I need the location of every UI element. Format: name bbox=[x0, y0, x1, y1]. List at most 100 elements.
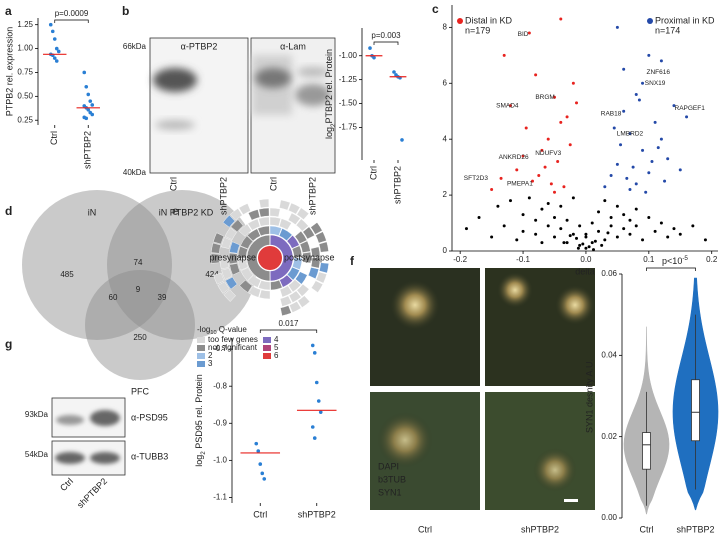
point bbox=[578, 243, 582, 247]
legend-swatch bbox=[263, 337, 271, 343]
point bbox=[672, 227, 676, 231]
point bbox=[258, 462, 263, 466]
legend-label: Distal in KD bbox=[465, 15, 513, 25]
gene-label: RAB18 bbox=[601, 111, 622, 118]
point bbox=[372, 55, 376, 60]
sunburst-segment bbox=[270, 279, 283, 291]
point bbox=[56, 49, 61, 54]
marker-label: 93kDa bbox=[25, 410, 49, 419]
point bbox=[653, 229, 657, 233]
point bbox=[530, 179, 534, 183]
sunburst-segment bbox=[288, 279, 302, 293]
p-value: p<10-5 bbox=[662, 255, 688, 266]
x-axis-label: delta bbox=[575, 266, 595, 276]
point bbox=[578, 224, 582, 228]
p-value: 0.017 bbox=[278, 319, 299, 328]
point bbox=[609, 224, 613, 228]
point bbox=[559, 120, 563, 124]
point bbox=[496, 204, 500, 208]
point bbox=[622, 109, 626, 113]
sunburst-segment bbox=[257, 225, 270, 237]
sunburst-segment bbox=[280, 305, 292, 316]
legend-n: n=174 bbox=[655, 25, 680, 35]
sunburst-segment bbox=[247, 218, 261, 231]
sunburst-segment bbox=[210, 253, 220, 264]
point bbox=[609, 174, 613, 178]
sunburst-segment bbox=[295, 218, 309, 232]
x-tick-label: shPTBP2 bbox=[298, 509, 336, 519]
venn-circle bbox=[22, 190, 172, 340]
sunburst-segment bbox=[297, 295, 311, 308]
point bbox=[490, 188, 494, 191]
y-axis-label: log2PTBP2 rel. Protein bbox=[324, 49, 337, 139]
y-tick-label: -1.1 bbox=[213, 493, 227, 502]
lane-label: Ctrl bbox=[268, 177, 278, 191]
point bbox=[499, 176, 503, 180]
sunburst-ring bbox=[269, 234, 294, 282]
box bbox=[691, 379, 700, 442]
y-tick-label: 6 bbox=[443, 78, 448, 87]
sunburst-segment bbox=[224, 227, 237, 241]
y-tick-label: -0.9 bbox=[213, 418, 227, 427]
y-tick-label: 8 bbox=[443, 22, 448, 31]
point bbox=[48, 22, 53, 27]
sunburst-segment bbox=[217, 281, 230, 294]
sunburst-segment bbox=[279, 199, 291, 211]
legend-swatch bbox=[197, 345, 205, 351]
point bbox=[508, 104, 512, 108]
sunburst-segment bbox=[279, 285, 293, 298]
y-tick-label: 0.75 bbox=[17, 68, 33, 77]
sunburst-segment bbox=[296, 207, 310, 220]
x-tick-label: shPTBP2 bbox=[676, 524, 714, 534]
venn-count: 60 bbox=[109, 293, 118, 302]
point bbox=[584, 235, 588, 239]
x-tick-label: Ctrl bbox=[253, 509, 267, 519]
sunburst-segment bbox=[229, 208, 243, 221]
point bbox=[691, 224, 695, 228]
y-tick-label: 1.00 bbox=[17, 44, 33, 53]
point bbox=[521, 229, 525, 233]
y-tick-label: 0.02 bbox=[601, 432, 617, 441]
point bbox=[628, 218, 632, 222]
y-tick-label: 0.25 bbox=[17, 115, 33, 124]
point bbox=[54, 59, 59, 63]
point bbox=[641, 81, 645, 85]
y-axis-label-part: log bbox=[324, 127, 334, 139]
point bbox=[571, 232, 575, 236]
point bbox=[659, 137, 663, 141]
point bbox=[559, 204, 563, 208]
sunburst-segment bbox=[247, 275, 262, 288]
x-tick-label: 0.1 bbox=[643, 255, 655, 264]
point bbox=[615, 25, 619, 29]
x-tick-label: -0.2 bbox=[453, 255, 467, 264]
legend-marker bbox=[457, 18, 463, 24]
point bbox=[606, 231, 610, 235]
point bbox=[622, 67, 626, 71]
lane-label: shPTBP2 bbox=[307, 177, 317, 215]
y-tick-label: -1.25 bbox=[339, 75, 358, 84]
lane-label: Ctrl bbox=[168, 177, 178, 191]
sunburst-segment bbox=[213, 232, 225, 245]
point bbox=[600, 243, 604, 247]
sunburst-segment bbox=[221, 267, 233, 280]
gene-label: SFT2D3 bbox=[464, 175, 489, 182]
x-tick-label: 0.0 bbox=[580, 255, 592, 264]
point bbox=[310, 343, 315, 348]
point bbox=[537, 174, 541, 178]
sunburst-segment bbox=[279, 218, 292, 231]
marker-label: 66kDa bbox=[123, 42, 147, 51]
legend-title: -log10 Q-value bbox=[197, 325, 247, 336]
y-tick-label: -0.7 bbox=[213, 344, 227, 353]
x-tick-label: shPTBP2 bbox=[83, 131, 93, 169]
venn-count: 424 bbox=[205, 270, 219, 279]
point bbox=[609, 215, 613, 219]
marker-label: 54kDa bbox=[25, 450, 49, 459]
legend-label: Proximal in KD bbox=[655, 15, 715, 25]
sunburst-segment bbox=[229, 241, 240, 254]
point bbox=[84, 116, 89, 121]
point bbox=[634, 207, 638, 211]
point bbox=[260, 471, 265, 476]
point bbox=[546, 137, 550, 141]
sunburst-segment bbox=[289, 301, 302, 313]
